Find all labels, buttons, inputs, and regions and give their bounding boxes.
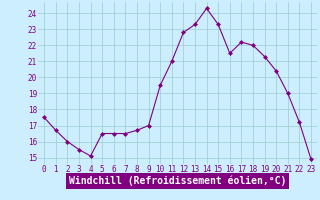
X-axis label: Windchill (Refroidissement éolien,°C): Windchill (Refroidissement éolien,°C) bbox=[69, 176, 286, 186]
